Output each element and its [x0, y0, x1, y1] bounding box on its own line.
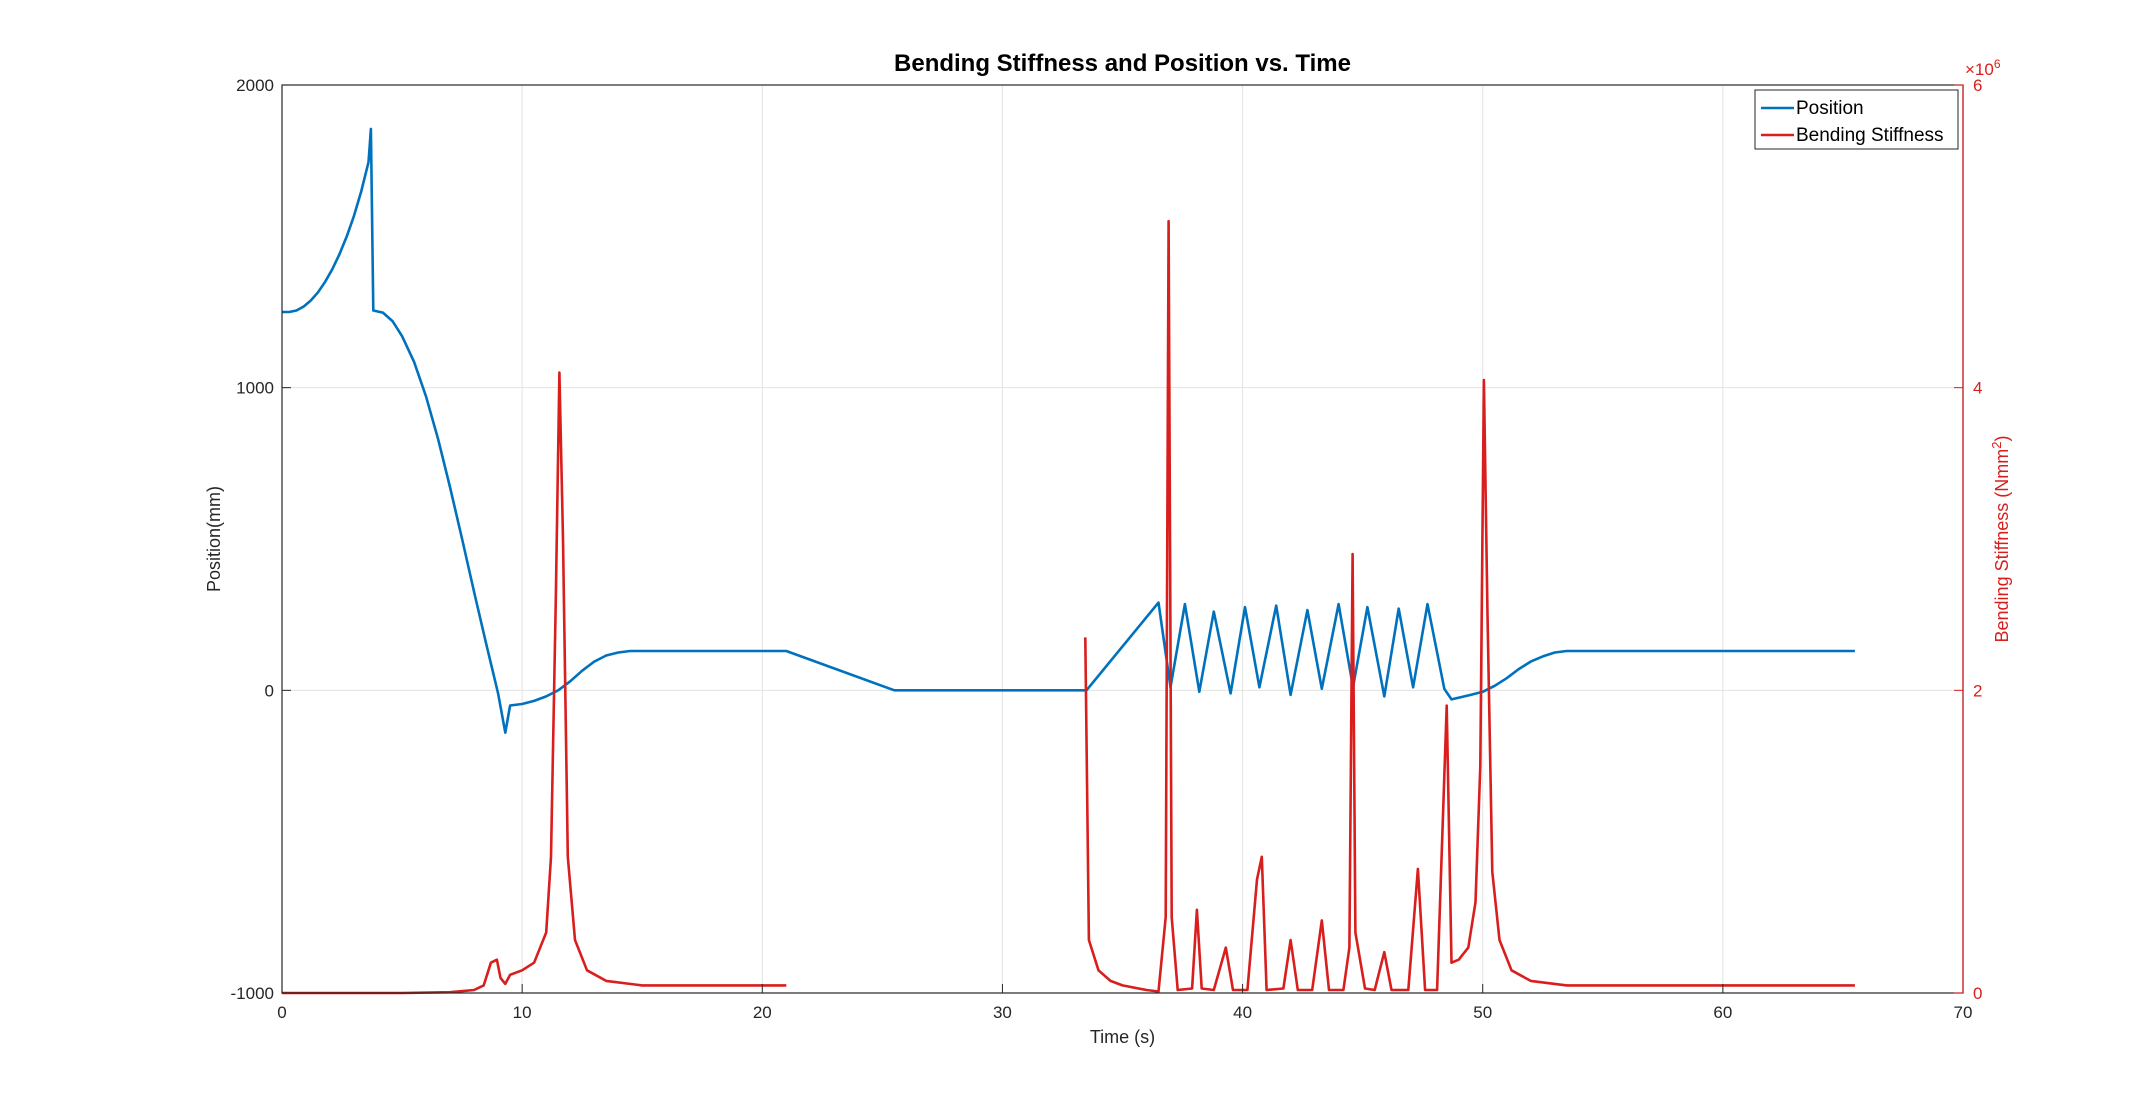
right-y-tick-label: 0: [1973, 984, 1982, 1003]
x-tick-label: 0: [277, 1003, 286, 1022]
x-tick-label: 50: [1473, 1003, 1492, 1022]
legend: Position Bending Stiffness: [1754, 89, 1959, 150]
right-y-tick-label: 2: [1973, 681, 1982, 700]
x-tick-label: 70: [1954, 1003, 1973, 1022]
right-axis-exponent-power: 6: [1994, 57, 2001, 71]
series-layer: [282, 127, 1855, 995]
x-tick-label: 60: [1713, 1003, 1732, 1022]
x-tick-label: 40: [1233, 1003, 1252, 1022]
right-y-axis-ticks: 0 2 4 6: [1954, 76, 1982, 1003]
legend-label-bending-stiffness: Bending Stiffness: [1796, 125, 1944, 146]
right-y-axis-label-superscript: 2: [1989, 442, 2004, 449]
series-line-bending-stiffness: [282, 219, 1855, 995]
right-y-axis-label-close: ): [1992, 436, 2012, 442]
left-y-axis-label: Position(mm): [204, 486, 224, 592]
right-y-axis-label-main: Bending Stiffness (Nmm: [1992, 449, 2012, 643]
right-y-axis-label: Bending Stiffness (Nmm2): [1989, 436, 2013, 643]
x-axis-label: Time (s): [1090, 1027, 1155, 1047]
legend-label-position: Position: [1796, 98, 1864, 119]
right-y-tick-label: 4: [1973, 379, 1982, 398]
plot-background: [282, 85, 1963, 993]
x-tick-label: 30: [993, 1003, 1012, 1022]
left-y-tick-label: 2000: [236, 76, 274, 95]
right-axis-exponent: ×106: [1965, 57, 2001, 79]
left-y-tick-label: -1000: [231, 984, 274, 1003]
x-axis-ticks: 0 10 20 30 40 50 60 70: [277, 984, 1972, 1022]
right-y-tick-label: 6: [1973, 76, 1982, 95]
chart-title: Bending Stiffness and Position vs. Time: [894, 50, 1351, 77]
series-line-position: [282, 127, 1855, 734]
x-tick-label: 10: [513, 1003, 532, 1022]
left-y-tick-label: 0: [265, 681, 274, 700]
right-axis-exponent-base: ×10: [1965, 60, 1994, 79]
x-tick-label: 20: [753, 1003, 772, 1022]
left-y-tick-label: 1000: [236, 379, 274, 398]
legend-box: [1754, 89, 1959, 150]
left-y-axis-ticks: -1000 0 1000 2000: [231, 76, 291, 1003]
